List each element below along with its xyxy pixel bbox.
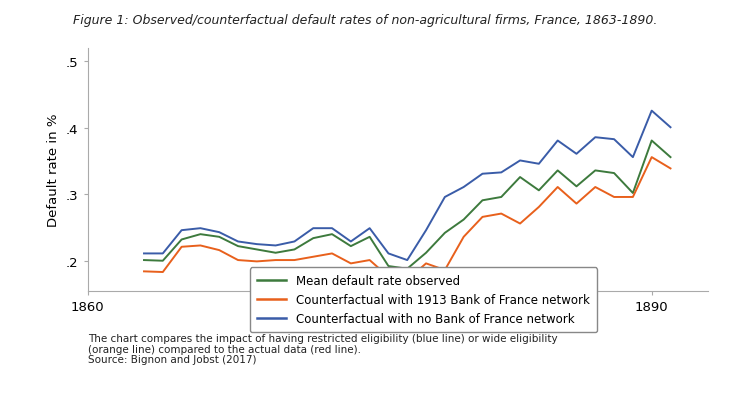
Text: Source: Bignon and Jobst (2017): Source: Bignon and Jobst (2017) xyxy=(88,354,256,364)
Text: (orange line) compared to the actual data (red line).: (orange line) compared to the actual dat… xyxy=(88,345,361,355)
X-axis label: Year: Year xyxy=(383,319,412,333)
Text: Figure 1: Observed/counterfactual default rates of non-agricultural firms, Franc: Figure 1: Observed/counterfactual defaul… xyxy=(73,14,657,27)
Text: The chart compares the impact of having restricted eligibility (blue line) or wi: The chart compares the impact of having … xyxy=(88,334,557,344)
Y-axis label: Default rate in %: Default rate in % xyxy=(47,113,61,227)
Legend: Mean default rate observed, Counterfactual with 1913 Bank of France network, Cou: Mean default rate observed, Counterfactu… xyxy=(250,267,597,333)
